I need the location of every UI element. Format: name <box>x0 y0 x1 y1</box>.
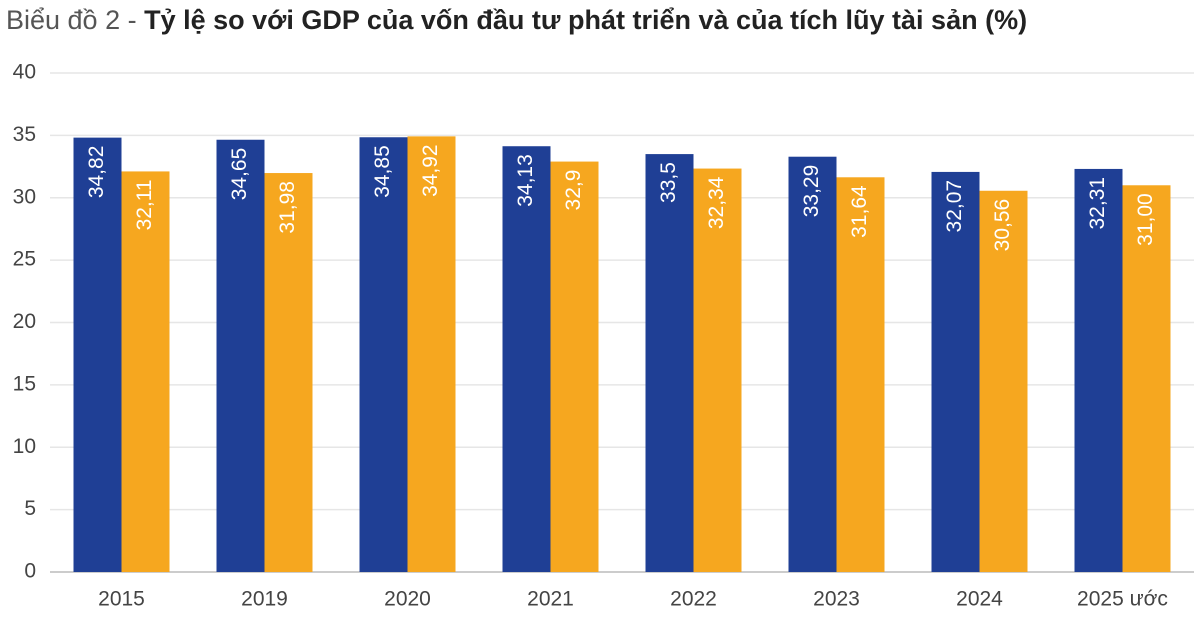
x-tick-label: 2019 <box>241 588 288 611</box>
bar <box>359 137 408 572</box>
bar <box>1074 168 1123 573</box>
bar <box>550 161 599 572</box>
title-text: Tỷ lệ so với GDP của vốn đầu tư phát tri… <box>144 5 1027 35</box>
value-label: 31,98 <box>276 181 299 234</box>
x-tick-label: 2023 <box>813 588 860 611</box>
value-label: 32,9 <box>562 170 585 211</box>
value-label: 32,07 <box>943 180 966 233</box>
bar <box>645 154 694 572</box>
value-label: 34,65 <box>228 148 251 201</box>
value-label: 32,11 <box>133 179 156 230</box>
figure-label: Biểu đồ 2 - <box>6 5 137 35</box>
value-label: 30,56 <box>991 199 1014 252</box>
chart-title: Biểu đồ 2 - Tỷ lệ so với GDP của vốn đầu… <box>6 5 1027 35</box>
x-tick-label: 2025 ước <box>1077 588 1168 611</box>
y-tick-label: 10 <box>13 435 36 458</box>
bar <box>1122 185 1171 572</box>
y-tick-label: 35 <box>13 123 36 146</box>
value-label: 34,82 <box>85 146 108 199</box>
bar <box>407 136 456 573</box>
y-tick-label: 15 <box>13 372 36 395</box>
bar <box>502 146 551 572</box>
y-tick-label: 5 <box>24 497 36 520</box>
bar <box>121 171 170 573</box>
value-label: 33,29 <box>800 165 823 218</box>
x-tick-label: 2022 <box>670 588 717 611</box>
value-label: 34,13 <box>514 154 537 207</box>
x-tick-label: 2020 <box>384 588 431 611</box>
value-label: 31,64 <box>848 185 871 238</box>
y-tick-label: 25 <box>13 248 36 271</box>
x-tick-label: 2021 <box>527 588 574 611</box>
value-label: 34,92 <box>419 144 442 197</box>
bar <box>931 171 980 572</box>
bar <box>693 168 742 572</box>
y-tick-label: 0 <box>24 560 36 583</box>
y-tick-label: 20 <box>13 310 36 333</box>
bar <box>73 137 122 573</box>
y-tick-label: 40 <box>13 61 36 84</box>
bar <box>264 173 313 572</box>
value-label: 34,85 <box>371 145 394 198</box>
bar <box>788 156 837 572</box>
y-tick-label: 30 <box>13 185 36 208</box>
bar <box>979 190 1028 572</box>
bar <box>216 139 265 572</box>
x-tick-label: 2015 <box>98 588 145 611</box>
bar <box>836 177 885 572</box>
value-label: 31,00 <box>1134 193 1157 246</box>
value-label: 32,31 <box>1086 177 1109 230</box>
x-tick-label: 2024 <box>956 588 1003 611</box>
value-label: 32,34 <box>705 176 728 229</box>
value-label: 33,5 <box>657 162 680 203</box>
